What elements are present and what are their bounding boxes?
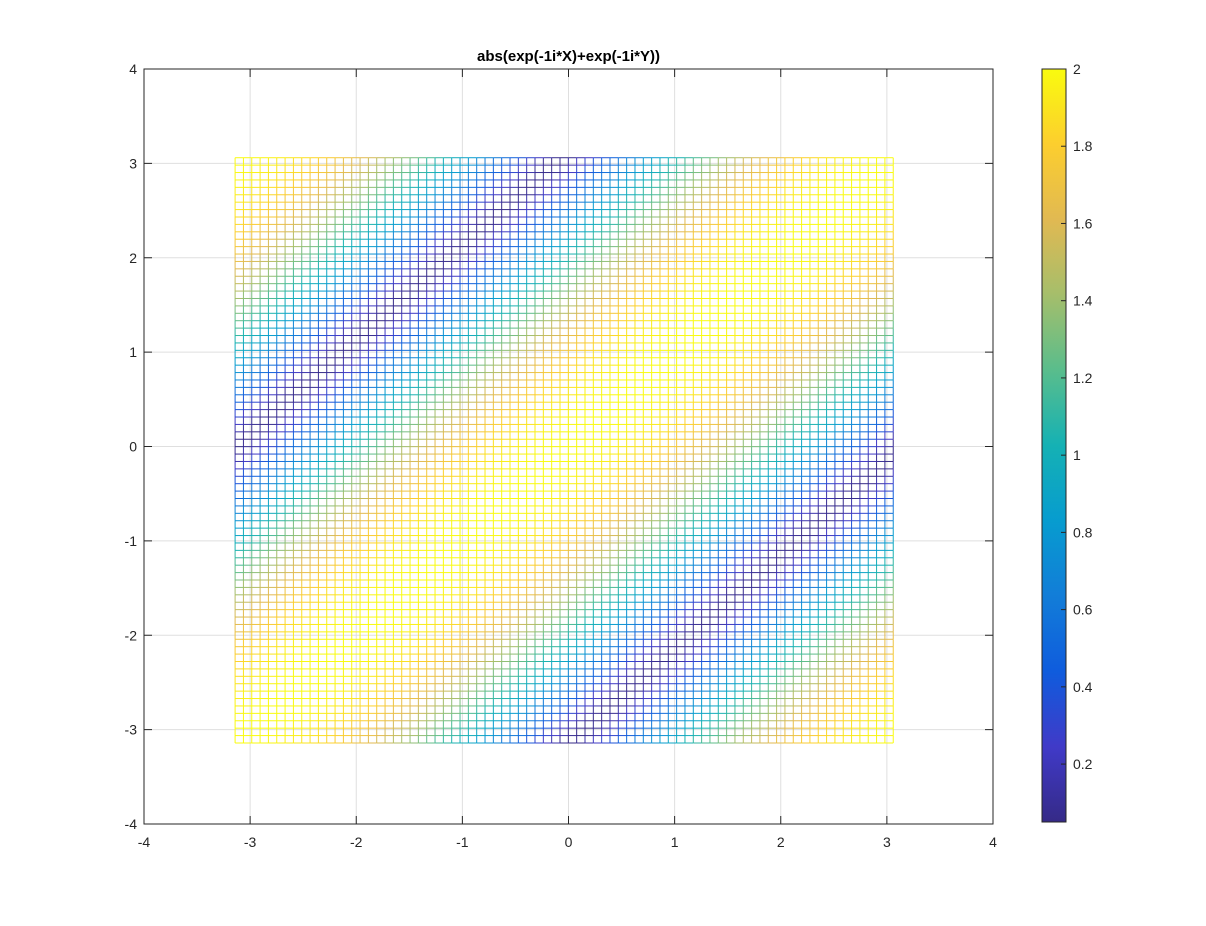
mesh-surface bbox=[234, 157, 894, 744]
chart-title: abs(exp(-1i*X)+exp(-1i*Y)) bbox=[477, 48, 660, 65]
